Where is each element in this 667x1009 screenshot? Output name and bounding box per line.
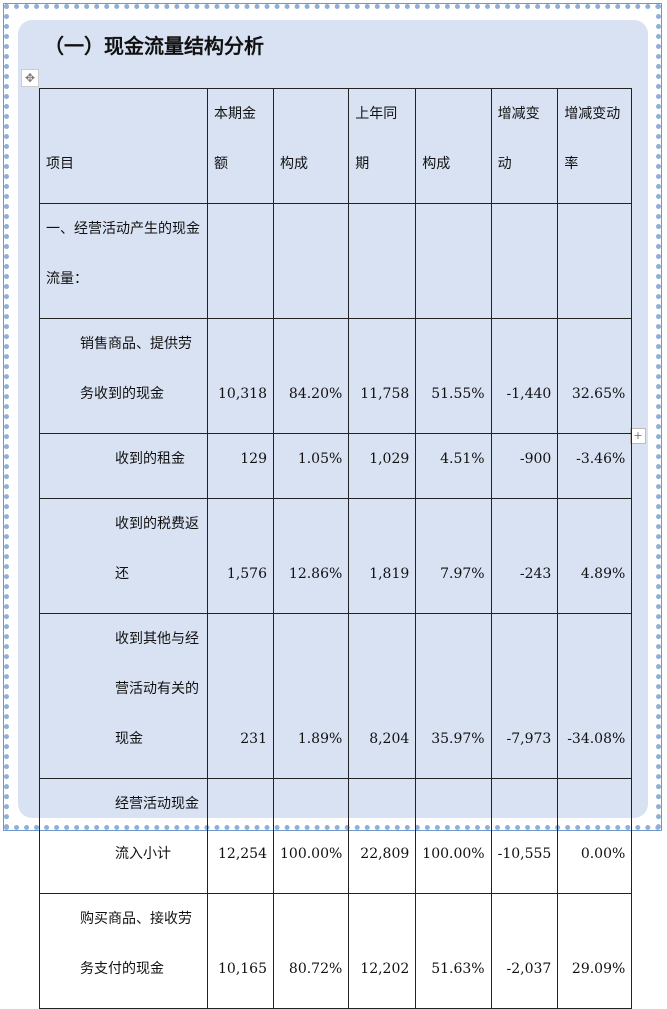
row-label: 一、经营活动产生的现金流量： [39, 203, 208, 319]
table-cell: -3.46% [557, 433, 633, 499]
table-cell: -34.08% [557, 613, 633, 779]
section-title: （一）现金流量结构分析 [44, 34, 264, 58]
table-cell: -243 [490, 498, 559, 614]
table-row: 收到的税费返还 1,576 12.86% 1,819 7.97% -243 4.89% [39, 498, 633, 614]
table-cell [415, 203, 492, 319]
table-cell: 1.05% [272, 433, 350, 499]
table-row: 收到的租金 129 1.05% 1,029 4.51% -900 -3.46% [39, 433, 633, 499]
table-cell: 100.00% [415, 778, 492, 894]
table-cell: 12.86% [272, 498, 350, 614]
row-label: 经营活动现金流入小计 [39, 778, 208, 894]
table-row: 购买商品、接收劳务支付的现金 10,165 80.72% 12,202 51.63% -2… [39, 893, 633, 1009]
table-cell: 7.97% [415, 498, 492, 614]
row-label: 购买商品、接收劳务支付的现金 [39, 893, 208, 1009]
table-cell: 29.09% [557, 893, 633, 1009]
table-cell: 1.89% [272, 613, 350, 779]
table-cell: 1,576 [207, 498, 274, 614]
column-header: 项目 [39, 88, 208, 204]
table-cell: -900 [490, 433, 559, 499]
table-cell [272, 203, 350, 319]
table-cell: 32.65% [557, 318, 633, 434]
table-cell: 231 [207, 613, 274, 779]
table-cell: -7,973 [490, 613, 559, 779]
table-cell: 129 [207, 433, 274, 499]
cash-flow-table: 项目 本期金额 构成 上年同期 构成 增减变动 增减变动率 一、经营活动产生的现金流量： 销售… [39, 88, 633, 1009]
table-row: 收到其他与经营活动有关的现金 231 1.89% 8,204 35.97% -7,973-… [39, 613, 633, 779]
table-cell: 10,165 [207, 893, 274, 1009]
add-column-icon[interactable]: + [630, 428, 646, 444]
table-row: 经营活动现金流入小计 12,254 100.00% 22,809 100.00% -10,… [39, 778, 633, 894]
table-cell: 10,318 [207, 318, 274, 434]
table-cell: 4.89% [557, 498, 633, 614]
column-header: 构成 [272, 88, 350, 204]
table-cell: 1,819 [348, 498, 417, 614]
table-cell: -10,555 [490, 778, 559, 894]
table-cell: 51.63% [415, 893, 492, 1009]
table-cell: -1,440 [490, 318, 559, 434]
row-label: 收到的租金 [39, 433, 208, 499]
table-cell: 8,204 [348, 613, 417, 779]
table-cell [490, 203, 559, 319]
table-cell: 4.51% [415, 433, 492, 499]
table-cell [207, 203, 274, 319]
column-header: 上年同期 [348, 88, 417, 204]
table-move-handle-icon[interactable]: ✥ [21, 69, 39, 87]
row-label: 收到的税费返还 [39, 498, 208, 614]
table-header-row: 项目 本期金额 构成 上年同期 构成 增减变动 增减变动率 [39, 88, 633, 204]
table-cell: 1,029 [348, 433, 417, 499]
row-label: 销售商品、提供劳务收到的现金 [39, 318, 208, 434]
table-cell: 80.72% [272, 893, 350, 1009]
table-cell: 11,758 [348, 318, 417, 434]
table-cell: 35.97% [415, 613, 492, 779]
table-cell: 0.00% [557, 778, 633, 894]
table-cell: 84.20% [272, 318, 350, 434]
table-cell: 12,254 [207, 778, 274, 894]
table-cell [557, 203, 633, 319]
column-header: 本期金额 [207, 88, 274, 204]
table-cell [348, 203, 417, 319]
column-header: 增减变动 [490, 88, 559, 204]
table-cell: 100.00% [272, 778, 350, 894]
table-cell: 12,202 [348, 893, 417, 1009]
table-cell: 22,809 [348, 778, 417, 894]
table-cell: 51.55% [415, 318, 492, 434]
column-header: 构成 [415, 88, 492, 204]
table-cell: -2,037 [490, 893, 559, 1009]
column-header: 增减变动率 [557, 88, 633, 204]
row-label: 收到其他与经营活动有关的现金 [39, 613, 208, 779]
table-row: 一、经营活动产生的现金流量： [39, 203, 633, 319]
table-row: 销售商品、提供劳务收到的现金 10,318 84.20% 11,758 51.55% -1… [39, 318, 633, 434]
